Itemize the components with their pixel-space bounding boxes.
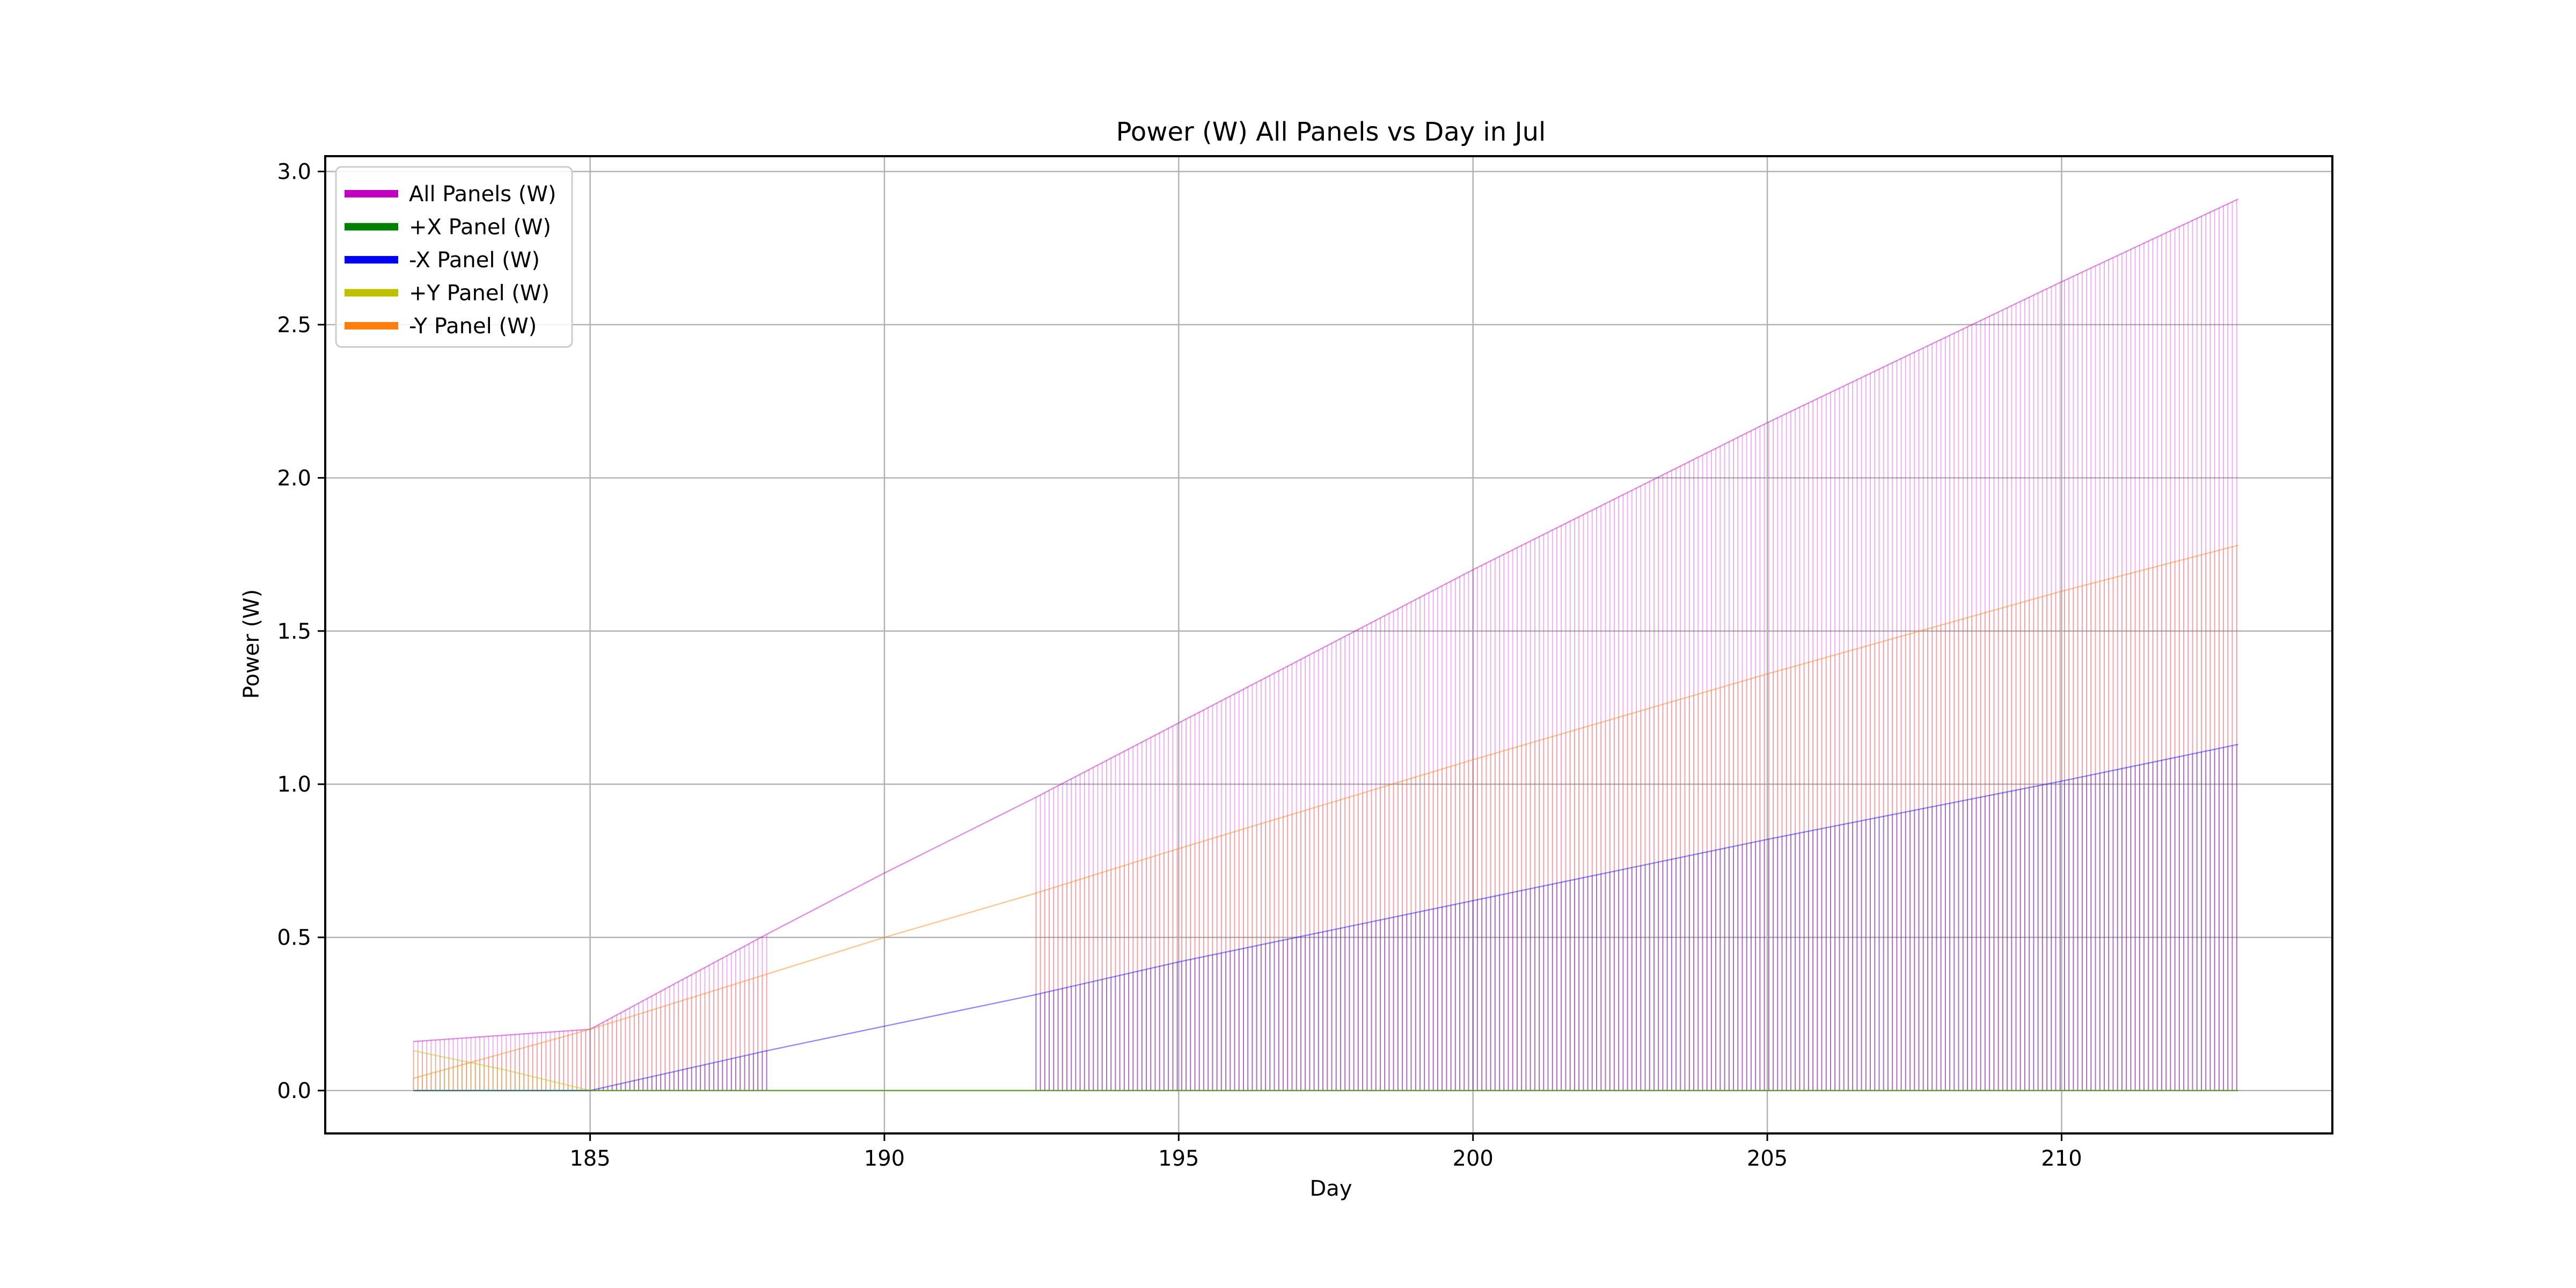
legend-label: All Panels (W) (409, 182, 557, 207)
legend: All Panels (W) +X Panel (W) -X Panel (W) +Y… (335, 166, 573, 348)
series-envelope (413, 1050, 2238, 1092)
legend-label: -X Panel (W) (409, 248, 540, 273)
y-tick-label: 2.5 (277, 313, 311, 338)
series-envelope (413, 198, 2239, 1042)
x-tick-label: 190 (864, 1146, 905, 1171)
legend-label: +X Panel (W) (409, 215, 551, 240)
y-tick-label: 1.5 (277, 619, 311, 644)
series-spikes (413, 200, 2237, 1091)
grid (325, 156, 2332, 1133)
x-axis-label: Day (1310, 1176, 1352, 1201)
x-tick-label: 195 (1158, 1146, 1199, 1171)
x-tick-label: 185 (569, 1146, 610, 1171)
chart-title: Power (W) All Panels vs Day in Jul (1116, 117, 1546, 147)
y-axis: 0.0 0.5 1.0 1.5 2.0 2.5 3.0 (277, 160, 325, 1103)
y-tick-label: 2.0 (277, 466, 311, 491)
series-y-panel-w (413, 544, 2238, 1091)
plot-frame (324, 155, 2333, 1135)
x-axis: 185 190 195 200 205 210 (569, 1133, 2082, 1171)
series-spikes (413, 1050, 587, 1091)
y-axis-label: Power (W) (239, 589, 264, 699)
series-layer (413, 198, 2239, 1092)
series-spikes (413, 545, 2237, 1091)
series-x-panel-w (413, 743, 2238, 1092)
series-all-panels-w (413, 198, 2239, 1091)
y-tick-label: 0.5 (277, 926, 311, 950)
y-tick-label: 0.0 (277, 1079, 311, 1103)
legend-label: +Y Panel (W) (409, 281, 550, 306)
x-tick-label: 210 (2041, 1146, 2082, 1171)
series-envelope (413, 743, 2238, 1092)
series-y-panel-w (413, 1050, 2238, 1092)
series-spikes (594, 744, 2237, 1091)
x-tick-label: 200 (1453, 1146, 1494, 1171)
y-tick-label: 3.0 (277, 160, 311, 185)
legend-label: -Y Panel (W) (409, 314, 537, 339)
legend-box (335, 166, 573, 348)
y-tick-label: 1.0 (277, 772, 311, 797)
series-envelope (413, 544, 2238, 1079)
x-tick-label: 205 (1747, 1146, 1788, 1171)
